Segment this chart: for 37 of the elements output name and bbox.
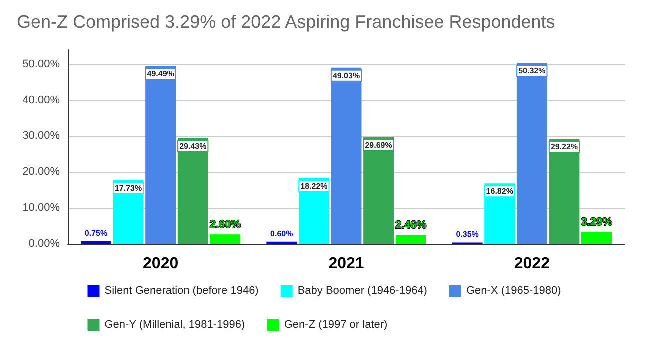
data-label: 16.82% (486, 187, 514, 196)
x-tick-label: 2020 (143, 256, 179, 272)
data-label: 18.22% (300, 182, 328, 192)
data-label: 17.73% (114, 184, 142, 193)
data-label: 0.60% (270, 229, 294, 238)
y-tick-label: 10.00% (22, 202, 60, 214)
data-label: 29.43% (180, 142, 207, 151)
bar (516, 63, 548, 244)
legend-label: Silent Generation (before 1946) (104, 285, 259, 297)
legend-label: Gen-Y (Millenial, 1981-1996) (104, 319, 246, 331)
legend-label: Baby Boomer (1946-1964) (298, 285, 428, 297)
y-tick-label: 20.00% (22, 166, 60, 178)
data-label: 2.60% (210, 219, 242, 232)
data-label: 2.46% (396, 220, 427, 232)
data-label: 0.75% (84, 228, 108, 238)
x-tick-label: 2022 (514, 256, 550, 272)
legend-label: Gen-X (1965-1980) (466, 285, 562, 297)
data-label: 49.49% (147, 70, 174, 79)
legend-label: Gen-Z (1997 or later) (284, 319, 388, 331)
data-label: 0.35% (456, 230, 479, 240)
bar (146, 66, 176, 244)
bar (582, 232, 612, 244)
y-tick-label: 30.00% (22, 130, 60, 142)
data-label: 50.32% (518, 66, 546, 76)
x-tick-label: 2021 (328, 256, 364, 272)
chart-title: Gen-Z Comprised 3.29% of 2022 Aspiring Franchisee Respondents (17, 12, 556, 32)
bar (210, 234, 241, 244)
bar (396, 235, 426, 244)
data-label: 29.69% (365, 140, 392, 150)
y-tick-label: 40.00% (22, 94, 60, 106)
bar (331, 68, 362, 244)
bar (80, 241, 112, 244)
y-tick-label: 0.00% (28, 238, 60, 250)
data-label: 29.22% (550, 142, 578, 152)
data-label: 3.29% (581, 216, 613, 229)
y-tick-label: 50.00% (22, 58, 60, 70)
data-label: 49.03% (332, 71, 360, 80)
